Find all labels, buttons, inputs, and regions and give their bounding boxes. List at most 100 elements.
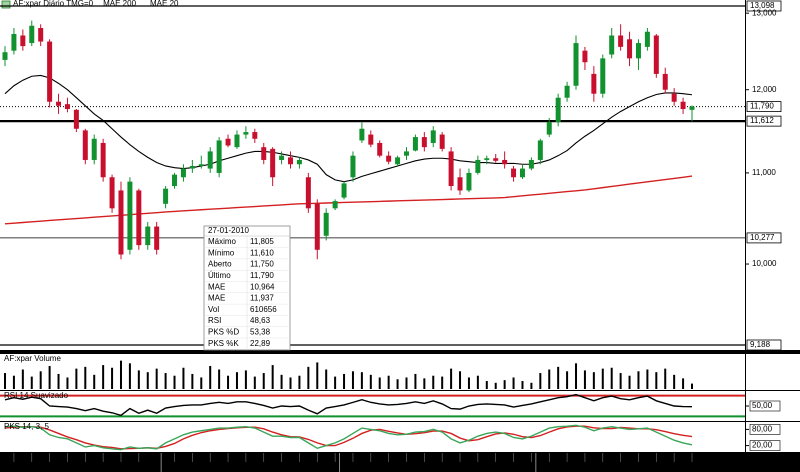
y-tick-label: 20,00: [752, 441, 773, 450]
tooltip-value: 11,750: [250, 260, 274, 269]
x-tick-label: 12: [18, 453, 27, 462]
volume-bar: [75, 368, 78, 389]
candle-body: [296, 159, 302, 165]
x-tick-label: 20: [72, 453, 81, 462]
volume-bar: [325, 369, 328, 389]
candle-body: [2, 52, 8, 60]
candle-body: [555, 97, 561, 123]
x-tick-label: 27: [322, 453, 331, 462]
tooltip-value: 53,38: [250, 328, 271, 337]
volume-bar: [557, 366, 560, 389]
volume-bar: [146, 372, 149, 389]
volume-bar: [111, 367, 114, 389]
x-tick-label: 06: [554, 453, 563, 462]
level-label: 11,612: [750, 116, 774, 125]
volume-bar: [360, 372, 363, 389]
volume-bar: [227, 375, 230, 389]
x-tick-label: 28: [125, 453, 134, 462]
volume-bar: [173, 375, 176, 389]
candle-body: [403, 151, 409, 156]
volume-bar: [84, 366, 87, 389]
volume-bar: [57, 373, 60, 389]
series-line: [4, 424, 693, 451]
x-tick-label: 8: [3, 453, 8, 462]
volume-bar: [467, 377, 470, 389]
x-tick-label: 09: [197, 453, 206, 462]
candle-body: [20, 35, 26, 47]
candle-body: [457, 177, 463, 191]
x-tick-label: 03: [357, 453, 366, 462]
volume-bar: [93, 374, 96, 389]
y-tick-box: [749, 400, 781, 412]
candle-body: [421, 137, 427, 148]
x-tick-label: 23: [482, 453, 491, 462]
volume-bar: [682, 378, 685, 389]
volume-bar: [4, 373, 6, 389]
candle-body: [653, 35, 659, 74]
candle-body: [163, 188, 169, 204]
volume-bar: [583, 370, 586, 389]
volume-bar: [307, 366, 310, 389]
volume-bar: [512, 377, 515, 389]
volume-bar: [476, 375, 479, 389]
candle-body: [323, 212, 329, 236]
candle-body: [644, 31, 650, 47]
candle-body: [127, 181, 133, 250]
candle-body: [172, 174, 178, 187]
candle-body: [502, 159, 508, 165]
candle-body: [38, 28, 44, 42]
volume-bar: [673, 374, 676, 389]
volume-bar: [66, 377, 69, 389]
candle-body: [448, 151, 454, 187]
level-label: 10,277: [750, 233, 775, 242]
tooltip-label: Vol: [208, 305, 219, 314]
tooltip-value: 11,805: [250, 237, 274, 246]
x-tick-label: 17: [250, 453, 259, 462]
x-tick-label: 11: [411, 453, 420, 462]
volume-bar: [155, 368, 158, 389]
candle-body: [64, 104, 70, 110]
candle-body: [145, 226, 151, 246]
volume-bar: [334, 376, 337, 389]
candle-body: [582, 50, 588, 63]
volume-bar: [485, 381, 488, 389]
volume-bar: [691, 383, 693, 389]
candle-body: [475, 159, 481, 173]
x-tick-label: 18: [625, 453, 634, 462]
volume-bar: [610, 367, 613, 389]
candle-body: [136, 190, 142, 246]
candle-body: [11, 33, 17, 51]
tooltip-label: Aberto: [208, 260, 232, 269]
x-tick-label: 09: [393, 453, 402, 462]
tooltip-label: MAE: [208, 294, 225, 303]
volume-bar: [459, 371, 462, 389]
x-tick-label: 22: [90, 453, 99, 462]
candle-body: [511, 168, 517, 178]
candle-body: [359, 128, 365, 141]
panel-title: PKS 14, 3, 5: [4, 422, 49, 431]
volume-bar: [30, 376, 33, 389]
tooltip-label: PKS %D: [208, 328, 239, 337]
tooltip-label: Mínimo: [208, 248, 235, 257]
candle-body: [82, 130, 88, 160]
volume-bar: [369, 374, 372, 389]
candle-body: [377, 142, 383, 156]
candle-body: [386, 155, 392, 162]
candle-body: [627, 39, 633, 59]
x-tick-label: 03: [161, 453, 170, 462]
volume-bar: [39, 371, 42, 389]
candle-body: [609, 35, 615, 55]
candle-body: [47, 41, 53, 102]
month-label: Outubro 2009: [56, 462, 105, 471]
volume-bar: [298, 375, 301, 389]
candle-body: [261, 147, 267, 160]
candle-body: [680, 101, 686, 110]
level-label: 13,098: [750, 1, 775, 10]
level-box: [746, 0, 782, 12]
volume-bar: [405, 377, 408, 389]
x-tick-label: 19: [268, 453, 277, 462]
volume-bar: [423, 378, 426, 389]
y-tick-box: [749, 424, 781, 435]
